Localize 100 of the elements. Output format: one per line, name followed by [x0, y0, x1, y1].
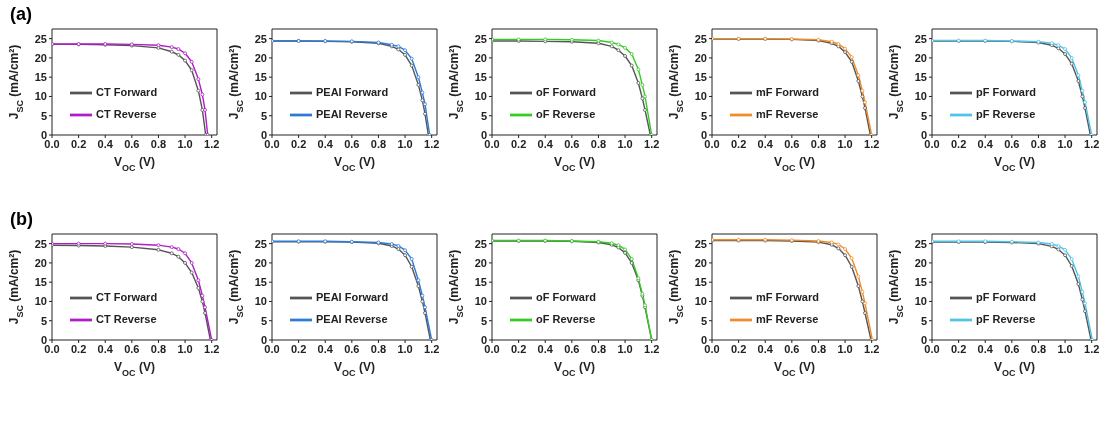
x-tick-label: 0.6	[124, 342, 140, 355]
x-tick-label: 1.0	[837, 137, 853, 150]
y-tick-label: 5	[700, 109, 707, 122]
y-tick-label: 0	[40, 333, 47, 346]
x-axis-title: V$_{OC}$ (V)	[994, 155, 1035, 173]
y-tick-label: 5	[920, 314, 927, 327]
y-tick-label: 25	[694, 237, 707, 250]
y-tick-label: 10	[34, 90, 47, 103]
y-tick-label: 10	[34, 295, 47, 308]
x-tick-label: 0.8	[370, 137, 387, 150]
x-tick-label: 0.4	[537, 342, 554, 355]
y-tick-label: 0	[260, 128, 267, 141]
y-tick-label: 15	[254, 71, 267, 84]
y-tick-label: 20	[254, 256, 267, 269]
legend-label: CT Reverse	[96, 312, 157, 325]
x-tick-label: 1.2	[1084, 342, 1100, 355]
x-axis-title: V$_{OC}$ (V)	[114, 360, 155, 378]
x-tick-label: 0.2	[510, 137, 527, 150]
x-tick-label: 0.2	[950, 137, 967, 150]
x-tick-label: 1.0	[617, 137, 633, 150]
legend-label: mF Forward	[756, 85, 819, 98]
y-tick-label: 5	[40, 314, 47, 327]
legend-label: CT Forward	[96, 85, 158, 98]
x-tick-label: 1.2	[424, 137, 440, 150]
legend-label: PEAI Forward	[316, 85, 389, 98]
x-axis-title: V$_{OC}$ (V)	[334, 155, 375, 173]
x-tick-label: 0.4	[317, 342, 334, 355]
x-tick-label: 1.2	[204, 137, 220, 150]
x-axis-title: V$_{OC}$ (V)	[774, 155, 815, 173]
x-tick-label: 0.8	[370, 342, 387, 355]
y-tick-label: 15	[914, 276, 927, 289]
x-tick-label: 1.2	[864, 342, 880, 355]
y-tick-label: 20	[254, 51, 267, 64]
y-tick-label: 0	[920, 333, 927, 346]
x-tick-label: 0.4	[537, 137, 554, 150]
legend-label: oF Forward	[536, 290, 596, 303]
x-tick-label: 0.2	[730, 342, 747, 355]
y-tick-label: 5	[260, 314, 267, 327]
x-tick-label: 0.6	[784, 137, 800, 150]
y-tick-label: 25	[254, 32, 267, 45]
x-tick-label: 1.2	[204, 342, 220, 355]
legend-label: pF Forward	[976, 290, 1036, 303]
x-tick-label: 0.6	[784, 342, 800, 355]
x-tick-label: 0.6	[344, 342, 360, 355]
x-axis-title: V$_{OC}$ (V)	[334, 360, 375, 378]
x-tick-label: 1.0	[1057, 342, 1073, 355]
y-tick-label: 10	[694, 90, 707, 103]
y-tick-label: 20	[34, 51, 47, 64]
y-tick-label: 0	[700, 128, 707, 141]
y-tick-label: 25	[694, 32, 707, 45]
x-tick-label: 0.8	[810, 137, 827, 150]
legend-label: pF Forward	[976, 85, 1036, 98]
legend-label: mF Forward	[756, 290, 819, 303]
y-tick-label: 10	[254, 90, 267, 103]
x-tick-label: 0.4	[97, 342, 114, 355]
x-tick-label: 1.2	[864, 137, 880, 150]
x-tick-label: 0.2	[70, 342, 87, 355]
x-tick-label: 1.0	[617, 342, 633, 355]
legend-label: oF Forward	[536, 85, 596, 98]
y-tick-label: 10	[694, 295, 707, 308]
x-tick-label: 0.4	[317, 137, 334, 150]
x-tick-label: 0.8	[1030, 342, 1047, 355]
text: (a)	[10, 4, 32, 25]
y-tick-label: 10	[474, 295, 487, 308]
x-tick-label: 0.8	[1030, 137, 1047, 150]
x-tick-label: 0.8	[150, 137, 167, 150]
y-tick-label: 10	[254, 295, 267, 308]
x-axis-title: V$_{OC}$ (V)	[994, 360, 1035, 378]
legend-label: mF Reverse	[756, 107, 819, 120]
x-axis-title: V$_{OC}$ (V)	[554, 360, 595, 378]
y-tick-label: 5	[480, 314, 487, 327]
y-tick-label: 5	[260, 109, 267, 122]
y-tick-label: 15	[34, 276, 47, 289]
x-tick-label: 0.4	[757, 342, 774, 355]
y-tick-label: 15	[34, 71, 47, 84]
x-tick-label: 0.2	[70, 137, 87, 150]
y-tick-label: 20	[474, 256, 487, 269]
x-tick-label: 0.2	[290, 137, 307, 150]
y-tick-label: 5	[920, 109, 927, 122]
y-tick-label: 25	[914, 237, 927, 250]
y-tick-label: 25	[914, 32, 927, 45]
x-tick-label: 0.4	[97, 137, 114, 150]
y-tick-label: 20	[694, 51, 707, 64]
x-tick-label: 0.8	[590, 137, 607, 150]
x-tick-label: 1.2	[424, 342, 440, 355]
y-tick-label: 10	[474, 90, 487, 103]
x-tick-label: 1.2	[644, 342, 660, 355]
y-tick-label: 25	[34, 32, 47, 45]
legend-label: PEAI Forward	[316, 290, 389, 303]
x-tick-label: 0.2	[950, 342, 967, 355]
x-axis-title: V$_{OC}$ (V)	[554, 155, 595, 173]
x-axis-title: V$_{OC}$ (V)	[114, 155, 155, 173]
legend-label: PEAI Reverse	[316, 107, 388, 120]
y-tick-label: 20	[34, 256, 47, 269]
y-tick-label: 15	[254, 276, 267, 289]
x-tick-label: 1.0	[1057, 137, 1073, 150]
x-tick-label: 0.6	[124, 137, 140, 150]
y-tick-label: 0	[920, 128, 927, 141]
x-tick-label: 0.2	[730, 137, 747, 150]
x-tick-label: 0.4	[977, 342, 994, 355]
